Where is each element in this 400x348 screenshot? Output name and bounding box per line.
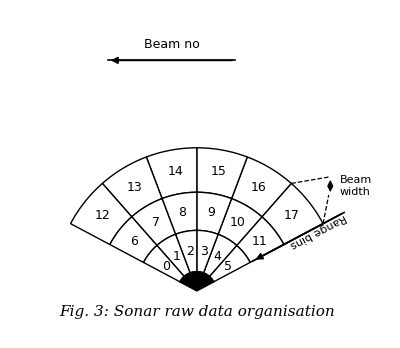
Text: 8: 8 [178,206,186,219]
Text: 0: 0 [162,260,170,272]
Polygon shape [204,234,237,276]
Text: 11: 11 [251,235,267,248]
Text: 15: 15 [210,166,226,179]
Text: 4: 4 [213,250,221,263]
Text: 6: 6 [130,235,138,248]
Polygon shape [162,192,197,234]
Polygon shape [197,192,232,234]
Polygon shape [218,199,262,245]
Polygon shape [157,234,190,276]
Text: 12: 12 [94,209,110,222]
Polygon shape [232,157,291,217]
Polygon shape [144,245,184,282]
Polygon shape [102,157,162,217]
Text: 2: 2 [186,245,194,258]
Text: Beam
width: Beam width [340,175,372,197]
Polygon shape [197,230,218,273]
Text: 3: 3 [200,245,208,258]
Text: 16: 16 [251,181,267,194]
Polygon shape [70,183,132,245]
Text: Fig. 3: Sonar raw data organisation: Fig. 3: Sonar raw data organisation [59,306,335,319]
Polygon shape [237,217,284,262]
Text: 5: 5 [224,260,232,272]
Polygon shape [180,272,214,291]
Polygon shape [176,230,197,273]
Text: 14: 14 [167,166,183,179]
Text: 17: 17 [284,209,300,222]
Polygon shape [262,183,323,245]
Text: Beam no: Beam no [144,38,199,51]
Polygon shape [132,199,176,245]
Text: 7: 7 [152,216,160,229]
Polygon shape [210,245,250,282]
Text: Range bins: Range bins [288,212,347,250]
Polygon shape [110,217,157,262]
Text: 10: 10 [230,216,246,229]
Text: 1: 1 [172,250,180,263]
Polygon shape [197,148,247,199]
Text: 13: 13 [127,181,142,194]
Text: 9: 9 [207,206,215,219]
Polygon shape [146,148,197,199]
